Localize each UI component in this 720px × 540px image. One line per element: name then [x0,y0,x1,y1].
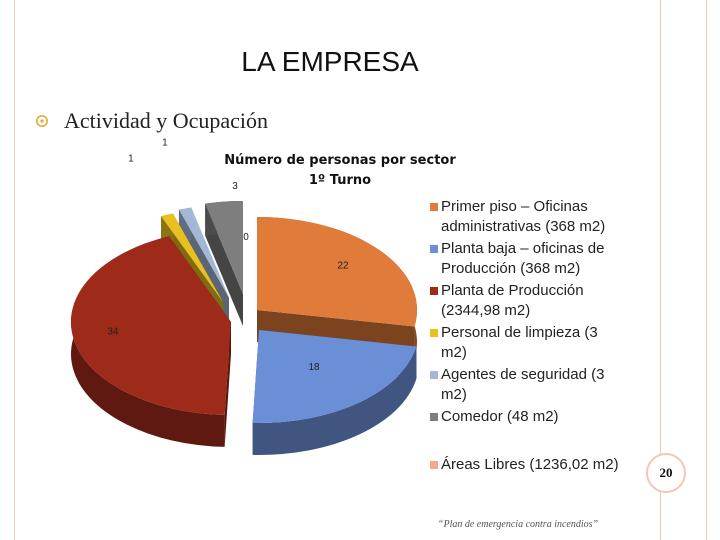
data-label-0: 22 [337,260,349,271]
footer-note: “Plan de emergencia contra incendios” [437,519,599,530]
pie-slice-1 [252,330,417,423]
data-label-4: 1 [162,137,168,148]
data-label-5: 3 [232,181,238,192]
pie-slice-3 [161,213,223,302]
chart-legend: Primer piso – Oficinas administrativas (… [430,197,625,477]
legend-label-1: Planta baja – oficinas de Producción (36… [441,240,605,277]
legend-item-6: Áreas Libres (1236,02 m2) [430,455,625,475]
data-label-3: 1 [128,153,134,164]
legend-item-2: Planta de Producción (2344,98 m2) [430,281,625,321]
legend-label-3: Personal de limpieza (3 m2) [441,324,598,361]
chart-title: Número de personas por sector [224,153,456,168]
legend-label-2: Planta de Producción (2344,98 m2) [441,282,584,319]
legend-swatch-1 [430,245,438,253]
pie-slice-0 [257,217,418,327]
legend-item-0: Primer piso – Oficinas administrativas (… [430,197,625,237]
legend-label-4: Agentes de seguridad (3 m2) [441,366,605,403]
pie-slice-wall-start-2 [224,322,231,447]
chart-title-block: Número de personas por sector 1º Turno [190,151,490,191]
legend-label-5: Comedor (48 m2) [441,408,559,425]
legend-item-4: Agentes de seguridad (3 m2) [430,365,625,405]
slide-border-divider [660,0,661,540]
legend-label-6: Áreas Libres (1236,02 m2) [441,456,619,473]
legend-item-3: Personal de limpieza (3 m2) [430,323,625,363]
pie-slice-4 [178,207,229,298]
legend-swatch-3 [430,329,438,337]
data-label-2: 34 [107,326,119,337]
slide-border-left [14,0,15,540]
legend-item-1: Planta baja – oficinas de Producción (36… [430,239,625,279]
legend-swatch-4 [430,371,438,379]
gear-bullet-icon [36,115,48,127]
legend-label-0: Primer piso – Oficinas administrativas (… [441,198,606,235]
legend-swatch-6 [430,461,438,469]
legend-swatch-0 [430,203,438,211]
chart-subtitle: 1º Turno [308,173,372,188]
legend-swatch-2 [430,287,438,295]
legend-item-5: Comedor (48 m2) [430,407,625,427]
slide-border-right [706,0,707,540]
data-label-1: 18 [308,362,320,373]
page-number-badge: 20 [646,453,686,493]
data-label-6: 0 [243,232,249,243]
bullet-text: Actividad y Ocupación [64,108,269,133]
pie-slice-rim-1 [252,346,417,455]
bullet-row: Actividad y Ocupación [36,108,268,134]
slide-title: LA EMPRESA [241,46,419,77]
pie-slice-5 [205,201,243,294]
pie-slice-2 [71,236,232,415]
legend-swatch-5 [430,413,438,421]
